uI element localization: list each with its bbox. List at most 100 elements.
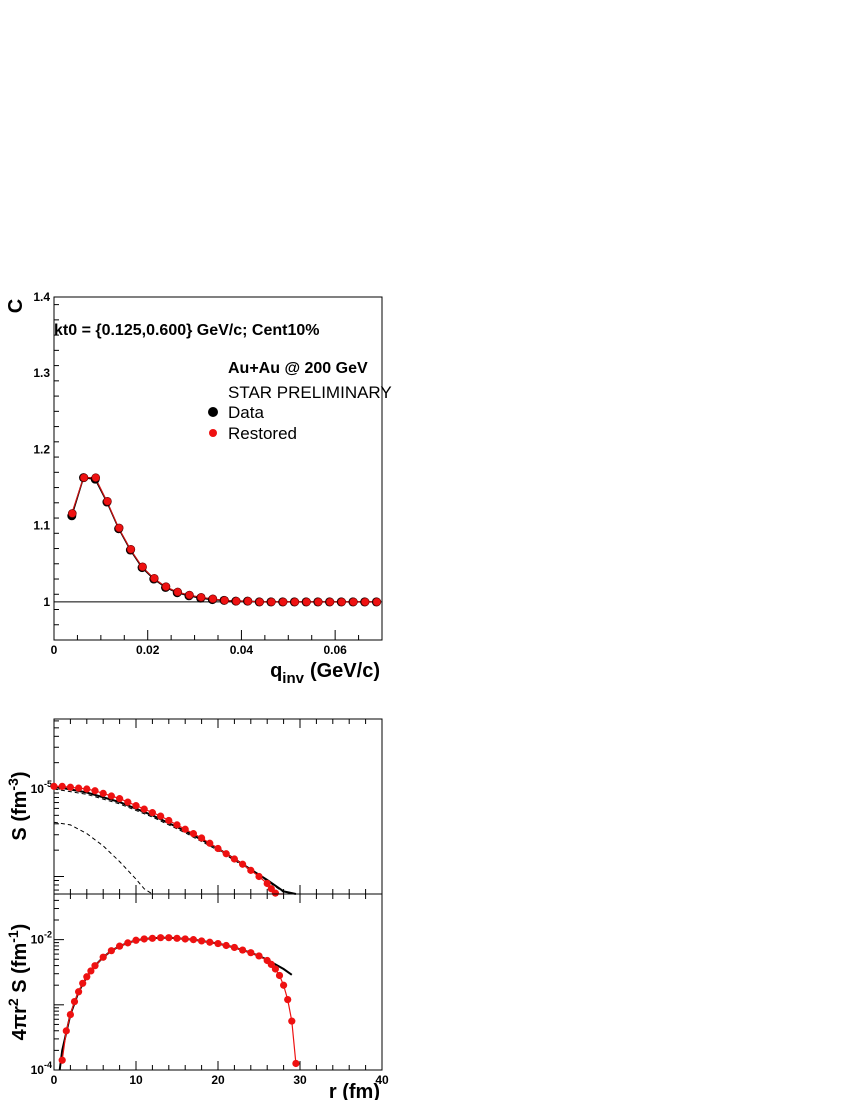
y-tick-label: 10-5 <box>31 779 52 796</box>
restored-point <box>198 937 206 945</box>
restored-point <box>206 839 214 847</box>
x-tick-label: 10 <box>129 1073 143 1087</box>
restored-point <box>68 509 77 518</box>
restored-point <box>99 789 107 797</box>
restored-point <box>173 821 181 829</box>
restored-point <box>232 596 241 606</box>
dashed-component-curve <box>53 788 284 893</box>
restored-point <box>214 939 222 948</box>
restored-point <box>284 996 292 1004</box>
restored-point <box>214 844 222 853</box>
restored-point <box>75 784 83 792</box>
radial-points <box>58 934 300 1068</box>
source-axes: 10-5 <box>31 719 383 894</box>
y-tick-label: 1.4 <box>33 290 50 304</box>
restored-point <box>255 952 263 960</box>
restored-point <box>206 938 214 946</box>
restored-point <box>165 816 173 825</box>
restored-point <box>349 597 358 607</box>
restored-point <box>161 582 171 591</box>
system-annotation: Au+Au @ 200 GeV <box>228 360 368 377</box>
restored-point <box>114 523 124 533</box>
restored-point <box>173 934 181 942</box>
restored-point <box>99 953 107 961</box>
restored-point <box>116 942 124 950</box>
x-tick-label: 20 <box>211 1073 225 1087</box>
legend-marker-restored <box>209 429 217 437</box>
restored-point <box>337 597 347 607</box>
source-frame <box>53 718 383 895</box>
restored-point <box>132 936 140 944</box>
restored-point <box>103 496 112 506</box>
restored-point <box>140 805 148 813</box>
preliminary-annotation: STAR PRELIMINARY <box>228 383 392 402</box>
restored-point <box>230 855 238 863</box>
restored-point <box>148 809 156 817</box>
restored-point <box>280 981 288 989</box>
restored-point <box>208 594 218 604</box>
restored-point <box>132 802 140 810</box>
restored-point <box>275 971 284 980</box>
restored-point <box>91 962 99 970</box>
restored-point <box>271 889 279 897</box>
restored-point <box>83 973 91 981</box>
restored-point <box>107 792 115 800</box>
restored-point <box>140 935 148 943</box>
kt-annotation: kt0 = {0.125,0.600} GeV/c; Cent10% <box>54 322 320 339</box>
restored-point <box>222 941 230 950</box>
source-panel: 10-5 S (fm-3) <box>5 718 383 897</box>
x-tick-label: 30 <box>293 1073 307 1087</box>
restored-point <box>157 934 165 942</box>
restored-point <box>198 834 206 842</box>
restored-point <box>181 935 189 943</box>
restored-point <box>325 597 335 607</box>
data-curve <box>71 476 377 603</box>
restored-point <box>91 473 101 482</box>
source-points <box>50 782 279 897</box>
x-tick-label: 40 <box>375 1073 389 1087</box>
x-axis-label-qinv: qinv (GeV/c) <box>270 660 380 687</box>
restored-point <box>83 785 91 793</box>
x-tick-label: 0 <box>51 643 58 657</box>
y-tick-label: 10-4 <box>31 1060 52 1077</box>
x-tick-label: 0.02 <box>136 643 160 657</box>
restored-point <box>302 597 311 607</box>
restored-point <box>288 1017 296 1025</box>
restored-point <box>138 562 147 572</box>
restored-point <box>255 872 263 881</box>
restored-point <box>230 943 238 952</box>
restored-point <box>124 798 132 806</box>
restored-point <box>87 967 95 975</box>
restored-point <box>124 939 132 947</box>
legend-label-restored: Restored <box>228 424 297 443</box>
x-tick-label: 0.06 <box>323 643 347 657</box>
restored-point <box>181 825 189 833</box>
restored-point <box>360 597 370 607</box>
radial-frame <box>53 893 383 1071</box>
y-tick-label: 10-2 <box>31 930 52 947</box>
legend-label-data: Data <box>228 403 264 422</box>
x-axis-label-r: r (fm) <box>329 1081 380 1100</box>
y-tick-label: 1.2 <box>33 442 50 456</box>
restored-point <box>79 979 87 987</box>
restored-point <box>66 783 74 791</box>
restored-point <box>314 597 323 607</box>
x-tick-label: 0.04 <box>230 643 254 657</box>
y-tick-label: 1.1 <box>33 519 50 533</box>
restored-point <box>50 782 58 790</box>
restored-point <box>247 949 255 957</box>
restored-point <box>116 795 124 803</box>
x-tick-label: 0 <box>51 1073 58 1087</box>
restored-point <box>239 860 247 868</box>
restored-point <box>75 988 83 996</box>
restored-point <box>58 1056 66 1064</box>
restored-point <box>263 879 271 888</box>
restored-point <box>278 597 288 607</box>
y-axis-label-source: S (fm-3) <box>5 771 31 840</box>
restored-point <box>267 597 276 607</box>
restored-point <box>148 934 156 942</box>
restored-point <box>70 997 79 1006</box>
restored-point <box>58 782 66 790</box>
restored-point <box>91 787 99 795</box>
correlation-panel: 0 0.02 0.04 0.06 1 1.1 1.2 1.3 1.4 C kt0 = {0.12… <box>5 290 392 687</box>
